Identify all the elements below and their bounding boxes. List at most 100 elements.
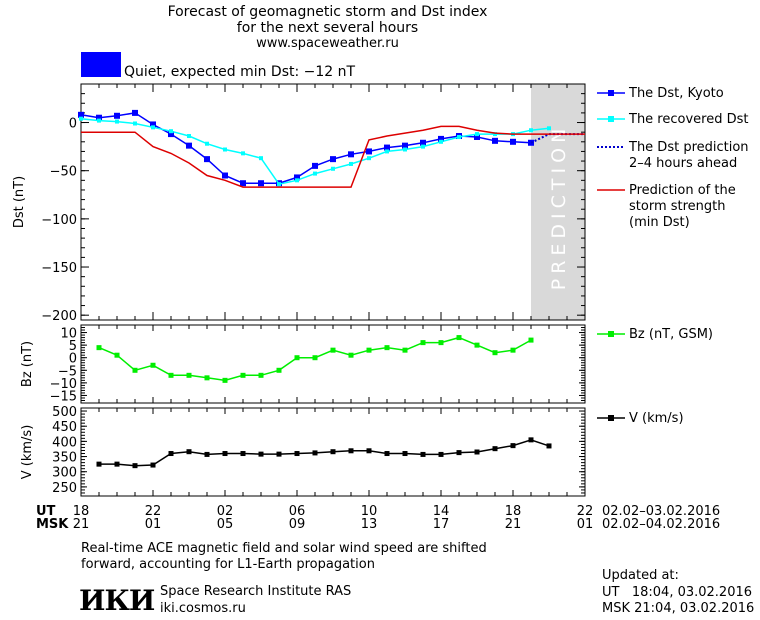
ut-label: UT	[36, 504, 56, 519]
y-tick-label: −15	[50, 389, 77, 404]
y-tick-label: −100	[41, 213, 77, 228]
data-point	[510, 443, 516, 449]
ut-tick-label: 06	[289, 504, 306, 519]
legend-kyoto: The Dst, Kyoto	[628, 86, 724, 101]
data-point	[96, 345, 102, 351]
y-tick-label: 0	[69, 352, 77, 367]
y-tick-label: 10	[60, 327, 77, 342]
data-point	[133, 121, 137, 126]
data-point	[348, 352, 354, 358]
data-point	[313, 171, 317, 176]
y-tick-label: 450	[52, 420, 77, 435]
data-point	[204, 375, 210, 381]
data-point	[420, 340, 426, 346]
data-point	[114, 461, 120, 467]
panel-frame	[80, 324, 586, 404]
data-point	[78, 111, 84, 118]
institute-website-link[interactable]: iki.cosmos.ru	[160, 601, 246, 616]
prediction-label: PREDICTION	[548, 124, 570, 291]
data-point	[114, 112, 120, 119]
prediction-band	[531, 84, 585, 320]
legend-storm-line2: storm strength	[629, 199, 726, 214]
data-point	[384, 144, 390, 151]
y-tick-label: −10	[50, 377, 77, 392]
data-point	[457, 134, 461, 139]
data-point	[547, 126, 551, 131]
legend-bz: Bz (nT, GSM)	[629, 327, 713, 342]
y-tick-label: 250	[52, 481, 77, 496]
data-point	[96, 461, 102, 467]
legend-recovered: The recovered Dst	[628, 112, 748, 127]
data-point	[276, 451, 282, 457]
institute-name: Space Research Institute RAS	[160, 584, 352, 599]
data-point	[258, 372, 264, 378]
data-point	[403, 147, 407, 152]
status-color-swatch	[81, 52, 121, 77]
data-point	[241, 151, 245, 156]
dst-panel: PREDICTION 0 −50 −100 −150 −200 Dst (nT)	[12, 83, 586, 324]
data-point	[132, 367, 138, 373]
data-point	[294, 355, 300, 361]
data-point	[97, 118, 101, 123]
data-point	[115, 119, 119, 124]
legend-bz-swatch-marker	[608, 331, 614, 337]
footer-note-line2: forward, accounting for L1-Earth propaga…	[81, 557, 375, 572]
ut-tick-label: 10	[361, 504, 378, 519]
msk-label: MSK	[36, 517, 69, 532]
legend-storm-line3: (min Dst)	[629, 215, 690, 230]
iki-logo: ИКИ	[79, 584, 155, 617]
legend-prediction-line1: The Dst prediction	[628, 140, 749, 155]
data-point	[240, 372, 246, 378]
y-tick-label: 0	[69, 117, 77, 132]
data-point	[438, 451, 444, 457]
msk-tick-label: 21	[73, 517, 90, 532]
data-point	[312, 450, 318, 456]
data-point	[294, 451, 300, 457]
y-tick-label: 350	[52, 451, 77, 466]
msk-date-range: 02.02–04.02.2016	[602, 517, 720, 532]
data-point	[492, 446, 498, 452]
data-point	[168, 372, 174, 378]
data-point	[546, 443, 552, 449]
data-point	[528, 337, 534, 343]
footer-note-line1: Real-time ACE magnetic field and solar w…	[81, 541, 487, 556]
data-point	[169, 129, 173, 134]
data-point	[259, 156, 263, 161]
data-point	[331, 166, 335, 171]
y-tick-label: −150	[41, 261, 77, 276]
data-point	[510, 347, 516, 353]
data-point	[222, 377, 228, 383]
data-point	[420, 139, 426, 146]
y-tick-label: −50	[50, 165, 77, 180]
panel-frame	[80, 83, 586, 321]
data-point	[528, 437, 534, 443]
y-axis-label: V (km/s)	[20, 425, 35, 480]
data-point	[240, 180, 246, 187]
data-point	[402, 451, 408, 457]
msk-tick-label: 09	[289, 517, 306, 532]
data-point	[223, 147, 227, 152]
data-point	[420, 451, 426, 457]
msk-tick-label: 05	[217, 517, 234, 532]
data-point	[438, 340, 444, 346]
msk-tick-label: 01	[577, 517, 594, 532]
ut-tick-label: 14	[433, 504, 450, 519]
data-point	[168, 131, 174, 138]
status-text: Quiet, expected min Dst: −12 nT	[124, 64, 356, 80]
legend-v-swatch-marker	[608, 415, 614, 421]
updated-ut: UT 18:04, 03.02.2016	[602, 585, 753, 600]
data-point	[277, 182, 281, 187]
data-point	[510, 138, 516, 145]
ut-tick-label: 22	[145, 504, 162, 519]
data-point	[385, 149, 389, 154]
data-point	[384, 345, 390, 351]
legend: The Dst, Kyoto The recovered Dst The Dst p…	[597, 86, 749, 426]
chart-title-line2: for the next several hours	[236, 20, 419, 36]
msk-tick-label: 13	[361, 517, 378, 532]
ut-tick-label: 22	[577, 504, 594, 519]
ut-tick-label: 18	[73, 504, 90, 519]
